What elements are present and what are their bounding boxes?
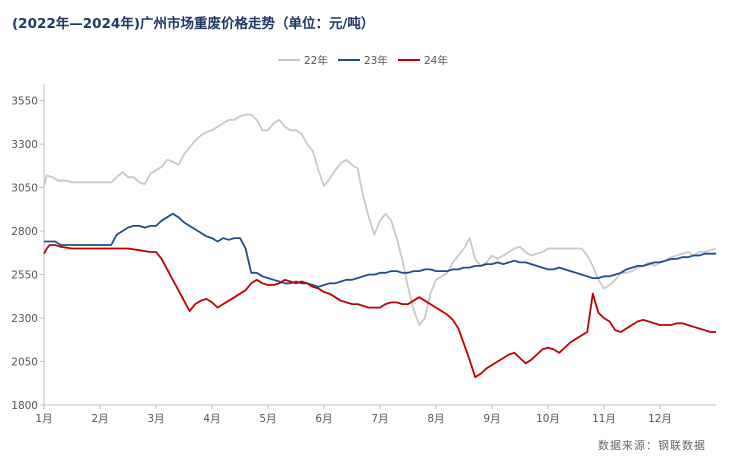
y-axis: 1800 2050 2300 2550 2800 3050 3300 3550 (11, 84, 45, 412)
y-tick-label: 2800 (11, 226, 38, 238)
x-tick-label: 2月 (91, 413, 108, 425)
x-tick-label: 11月 (592, 413, 616, 425)
y-tick-label: 3050 (11, 183, 38, 195)
x-tick-label: 9月 (483, 413, 500, 425)
chart-legend: 22年 23年 24年 (278, 54, 448, 67)
x-tick-label: 7月 (371, 413, 388, 425)
series-group (43, 113, 717, 379)
y-tick-label: 1800 (11, 400, 38, 412)
source-note: 数据来源：钢联数据 (598, 439, 706, 452)
y-tick-label: 2300 (11, 313, 38, 325)
x-tick-label: 6月 (315, 413, 332, 425)
chart-title: (2022年—2024年)广州市场重废价格走势（单位：元/吨） (12, 16, 375, 32)
y-tick-label: 2550 (11, 270, 38, 282)
legend-label-23年: 23年 (364, 54, 388, 67)
series-line-22年 (43, 113, 717, 326)
x-axis: 1月 2月 3月 4月 5月 6月 7月 8月 9月 10月 11月 12月 (35, 404, 716, 425)
x-tick-label: 4月 (203, 413, 220, 425)
x-tick-label: 3月 (147, 413, 164, 425)
y-tick-label: 2050 (11, 357, 38, 369)
x-tick-label: 12月 (648, 413, 672, 425)
legend-label-22年: 22年 (304, 54, 328, 67)
series-line-24年 (43, 244, 716, 379)
x-tick-label: 10月 (536, 413, 560, 425)
legend-label-24年: 24年 (424, 54, 448, 67)
x-tick-label: 1月 (35, 413, 52, 425)
x-tick-label: 5月 (259, 413, 276, 425)
series-line-23年 (44, 212, 716, 288)
x-tick-label: 8月 (427, 413, 444, 425)
y-tick-label: 3550 (11, 96, 38, 108)
y-tick-label: 3300 (11, 139, 38, 151)
